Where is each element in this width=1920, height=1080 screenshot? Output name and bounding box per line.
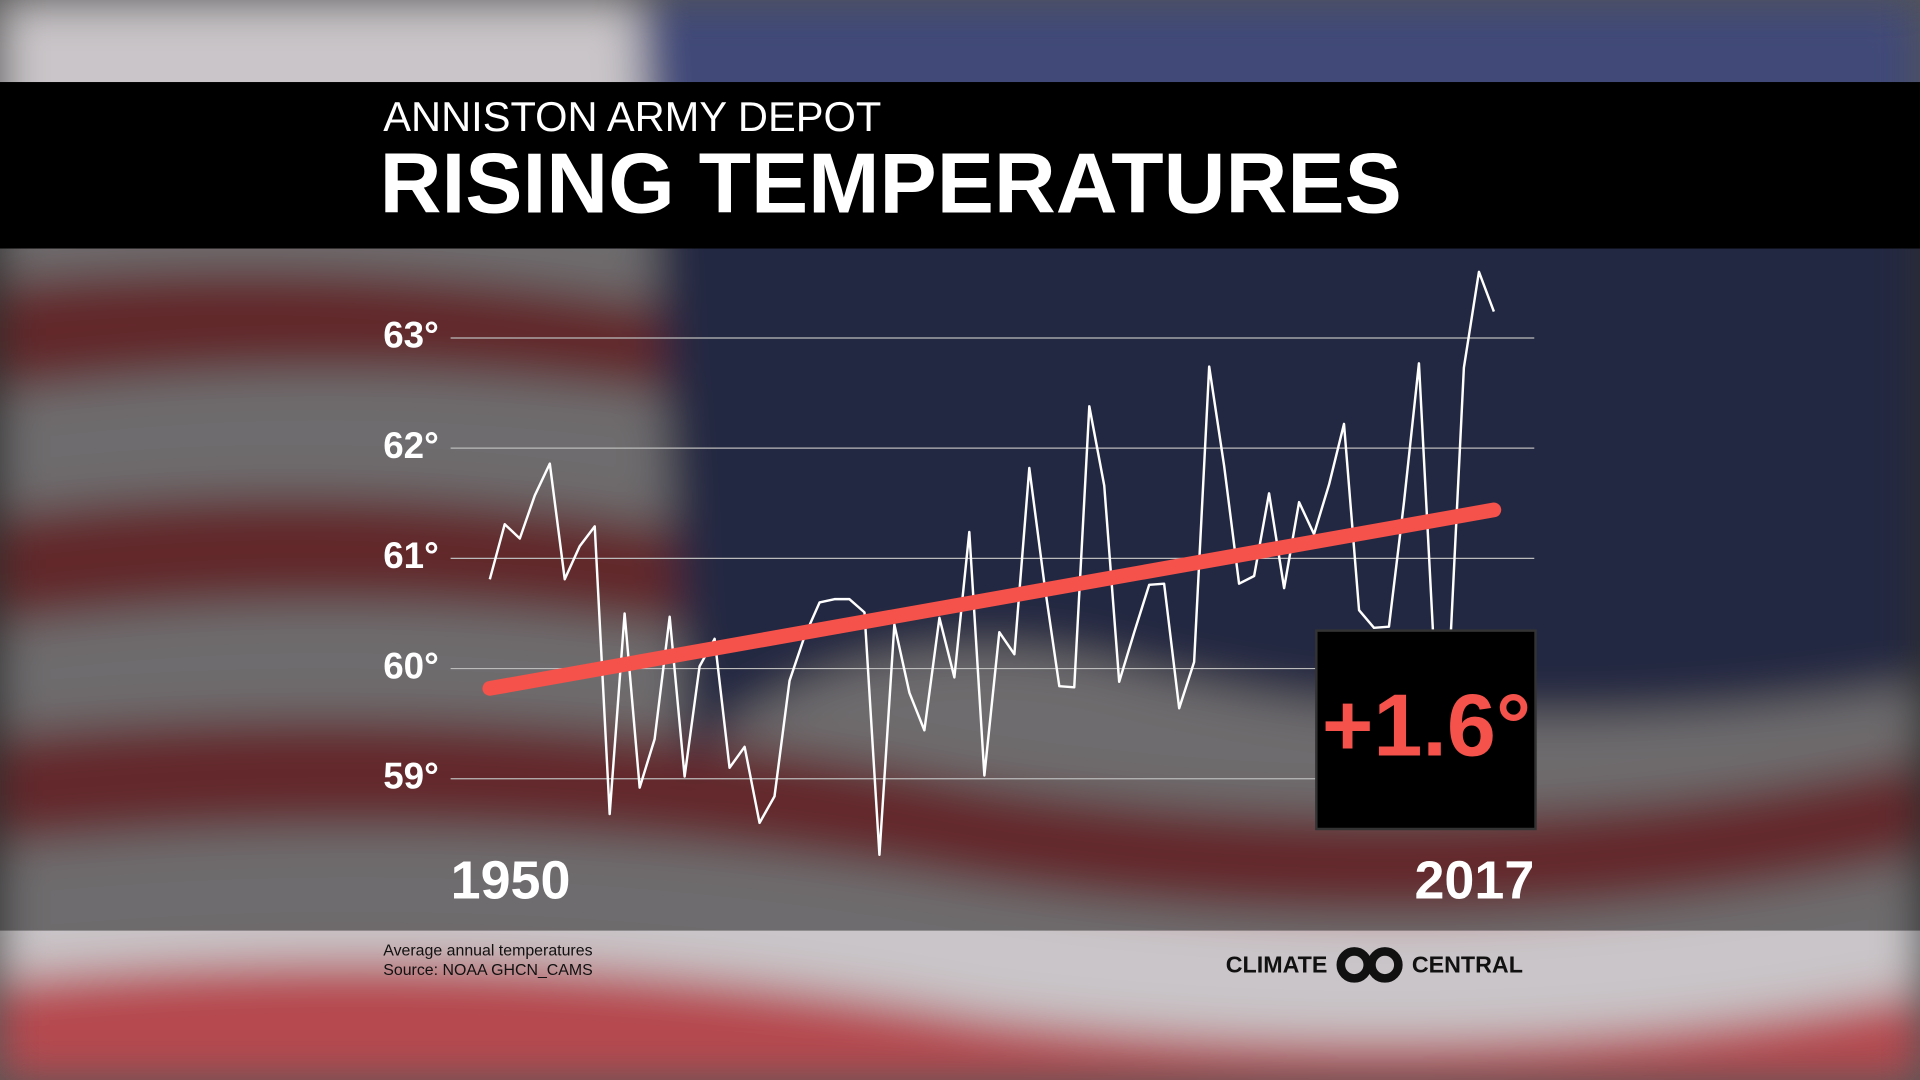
title-band bbox=[0, 82, 1920, 249]
y-tick-label: 59° bbox=[383, 755, 439, 796]
x-tick-label: 1950 bbox=[451, 850, 571, 910]
annotation-box bbox=[1315, 629, 1537, 831]
data-line bbox=[488, 270, 1496, 857]
logo-text: CENTRAL bbox=[1412, 951, 1523, 977]
plot-area: 59° 60° 61° 62° 63° 1950 2017 bbox=[383, 270, 1534, 910]
y-tick-label: 61° bbox=[383, 535, 439, 576]
y-tick-label: 60° bbox=[383, 645, 439, 686]
source: Source: NOAA GHCN_CAMS bbox=[383, 962, 593, 979]
pretitle: ANNISTON ARMY DEPOT bbox=[383, 93, 881, 140]
plot-band bbox=[0, 248, 1920, 931]
trend-line bbox=[482, 502, 1502, 696]
x-tick-label: 2017 bbox=[1414, 850, 1534, 910]
annotation: +1.6° bbox=[1322, 676, 1531, 775]
y-tick-label: 62° bbox=[383, 425, 439, 466]
note: Average annual temperatures bbox=[383, 943, 592, 960]
logo-mark bbox=[1336, 947, 1403, 983]
y-tick-label: 63° bbox=[383, 315, 439, 356]
logo-text: CLIMATE bbox=[1226, 951, 1328, 977]
chart-title: RISING TEMPERATURES bbox=[380, 135, 1402, 231]
